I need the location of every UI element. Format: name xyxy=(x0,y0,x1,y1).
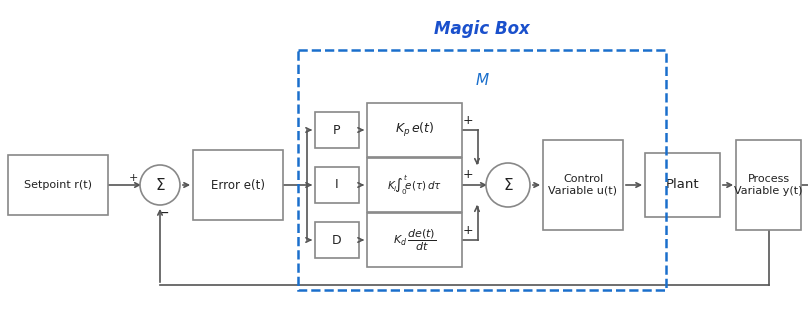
Bar xyxy=(315,167,359,203)
Text: +: + xyxy=(463,114,473,126)
Text: −: − xyxy=(158,206,169,220)
Bar xyxy=(367,213,462,267)
Text: Control
Variable u(t): Control Variable u(t) xyxy=(549,174,617,196)
Bar xyxy=(367,158,462,212)
Text: +: + xyxy=(463,223,473,236)
Text: Process
Variable y(t): Process Variable y(t) xyxy=(734,174,803,196)
Text: P: P xyxy=(333,124,341,137)
Circle shape xyxy=(140,165,180,205)
Text: Magic Box: Magic Box xyxy=(434,20,530,38)
Bar xyxy=(645,153,720,217)
Bar xyxy=(315,222,359,258)
Text: $K_p\,e(t)$: $K_p\,e(t)$ xyxy=(395,121,434,139)
Bar xyxy=(298,50,666,290)
Text: I: I xyxy=(335,178,339,192)
Circle shape xyxy=(486,163,530,207)
Text: +: + xyxy=(463,168,473,182)
Text: $\Sigma$: $\Sigma$ xyxy=(154,177,166,193)
Text: +: + xyxy=(128,173,137,183)
Bar xyxy=(543,140,623,230)
Text: D: D xyxy=(332,233,342,246)
Bar xyxy=(315,112,359,148)
Text: Error e(t): Error e(t) xyxy=(211,178,265,192)
Text: $K_d\,\dfrac{de(t)}{dt}$: $K_d\,\dfrac{de(t)}{dt}$ xyxy=(393,227,436,253)
Text: $\mathit{M}$: $\mathit{M}$ xyxy=(474,72,490,88)
Bar xyxy=(367,103,462,157)
Text: Setpoint r(t): Setpoint r(t) xyxy=(24,180,92,190)
Bar xyxy=(8,155,108,215)
Text: $K_i\!\int_0^t\!e(\tau)\,d\tau$: $K_i\!\int_0^t\!e(\tau)\,d\tau$ xyxy=(387,173,442,197)
Text: Plant: Plant xyxy=(666,178,699,192)
Bar xyxy=(736,140,801,230)
Bar xyxy=(193,150,283,220)
Text: $\Sigma$: $\Sigma$ xyxy=(503,177,513,193)
